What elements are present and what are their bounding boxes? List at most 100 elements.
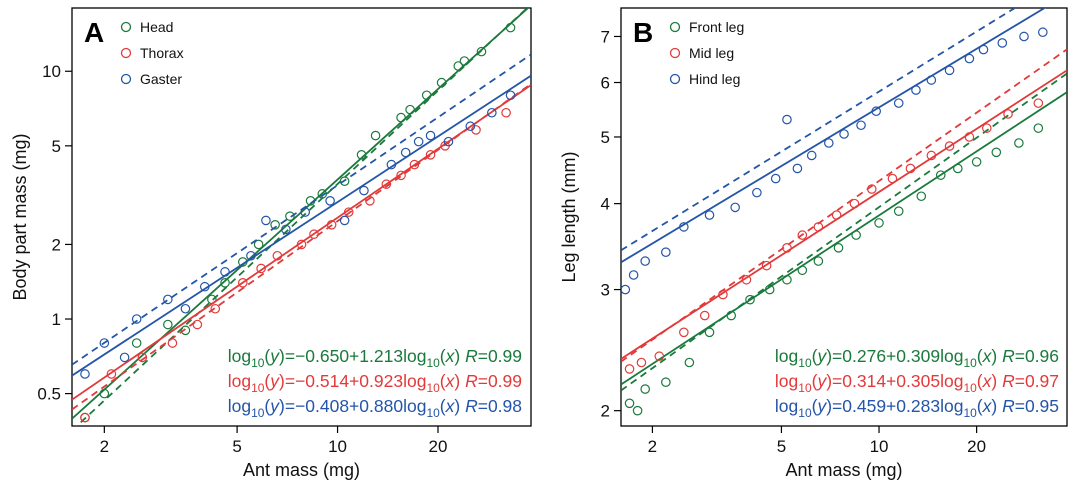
data-point (1033, 98, 1044, 108)
fit-equation: log10(y)=0.459+0.283log10(x) R=0.95 (775, 396, 1059, 420)
data-point (220, 278, 230, 288)
series-head (72, 8, 530, 426)
plot-area (72, 8, 531, 426)
y-tick-label: 5 (601, 128, 610, 147)
x-tick-label: 10 (328, 437, 347, 456)
series-mid-leg (621, 48, 1067, 374)
data-point (381, 179, 392, 190)
data-point (326, 220, 337, 230)
data-point (296, 239, 307, 250)
data-point (1014, 138, 1024, 148)
legend-marker (120, 21, 132, 33)
dashed-line (621, 48, 1067, 363)
data-point (309, 229, 319, 239)
data-point (640, 384, 650, 394)
dashed-line (75, 8, 529, 426)
legend-label: Head (140, 19, 173, 35)
data-point (409, 159, 420, 170)
data-point (704, 327, 715, 338)
x-axis-label-a: Ant mass (mg) (243, 460, 360, 480)
data-point (99, 338, 110, 348)
data-point (476, 46, 487, 57)
data-point (359, 185, 369, 196)
data-point (792, 163, 803, 174)
data-point (718, 289, 728, 300)
data-point (679, 222, 689, 232)
data-point (654, 351, 665, 362)
fit-equation: log10(y)=−0.514+0.923log10(x) R=0.99 (228, 371, 522, 395)
data-point (80, 412, 90, 423)
data-point (137, 352, 148, 363)
data-point (317, 189, 328, 199)
fit-equation: log10(y)=0.314+0.305log10(x) R=0.97 (775, 371, 1059, 395)
data-point (730, 202, 740, 213)
data-point (851, 230, 861, 240)
data-point (1033, 123, 1044, 133)
x-tick-label: 2 (648, 437, 657, 456)
data-point (163, 319, 173, 330)
x-tick-label: 20 (429, 437, 448, 456)
x-axis-label-b: Ant mass (mg) (785, 460, 902, 480)
y-tick-label: 6 (601, 74, 610, 93)
data-point (1038, 27, 1048, 38)
series-front-leg (621, 72, 1067, 416)
data-point (661, 377, 671, 388)
plot-frame-b (620, 7, 1068, 427)
data-point (935, 170, 946, 180)
data-point (699, 310, 710, 321)
data-point (396, 112, 406, 123)
data-point (916, 191, 927, 202)
data-point (365, 195, 375, 206)
legend-marker (120, 47, 132, 59)
data-point (964, 132, 975, 142)
data-point (180, 325, 191, 336)
series-hind-leg (621, 8, 1048, 295)
data-point (220, 267, 230, 277)
data-point (770, 173, 781, 184)
plot-frame-a (71, 7, 532, 427)
data-point (997, 38, 1008, 48)
data-point (386, 159, 397, 170)
data-point (813, 256, 824, 266)
data-point (726, 310, 737, 321)
legend-marker (669, 73, 681, 85)
data-point (679, 327, 689, 338)
data-point (80, 369, 90, 379)
data-point (982, 123, 992, 133)
data-point (505, 22, 516, 33)
data-point (192, 319, 203, 330)
fit-equation: log10(y)=−0.650+1.213log10(x) R=0.99 (228, 346, 522, 370)
legend-label: Hind leg (689, 71, 740, 87)
data-point (180, 303, 191, 314)
data-point (425, 150, 436, 160)
data-point (839, 129, 849, 139)
data-point (944, 65, 955, 76)
fit-equation: log10(y)=−0.408+0.880log10(x) R=0.98 (228, 396, 522, 420)
y-tick-label: 3 (601, 281, 610, 300)
data-point (246, 250, 256, 261)
data-point (944, 141, 955, 151)
data-point (782, 114, 792, 125)
data-point (797, 230, 808, 240)
data-point (782, 243, 792, 253)
data-point (261, 215, 271, 226)
data-point (270, 220, 280, 230)
x-tick-label: 2 (100, 437, 109, 456)
data-point (459, 56, 470, 66)
fit-line (621, 69, 1067, 360)
data-point (745, 294, 755, 305)
data-point (443, 136, 454, 147)
data-point (978, 44, 989, 55)
y-tick-label: 0.5 (37, 385, 61, 404)
data-point (405, 104, 415, 115)
data-point (281, 224, 291, 235)
data-point (436, 77, 447, 88)
data-point (343, 207, 354, 217)
data-point (953, 163, 963, 174)
data-point (400, 147, 411, 158)
data-point (325, 195, 335, 206)
y-tick-label: 2 (52, 235, 61, 254)
data-point (797, 265, 808, 276)
fit-equation: log10(y)=0.276+0.309log10(x) R=0.96 (775, 346, 1059, 370)
dashed-line (621, 8, 1017, 252)
